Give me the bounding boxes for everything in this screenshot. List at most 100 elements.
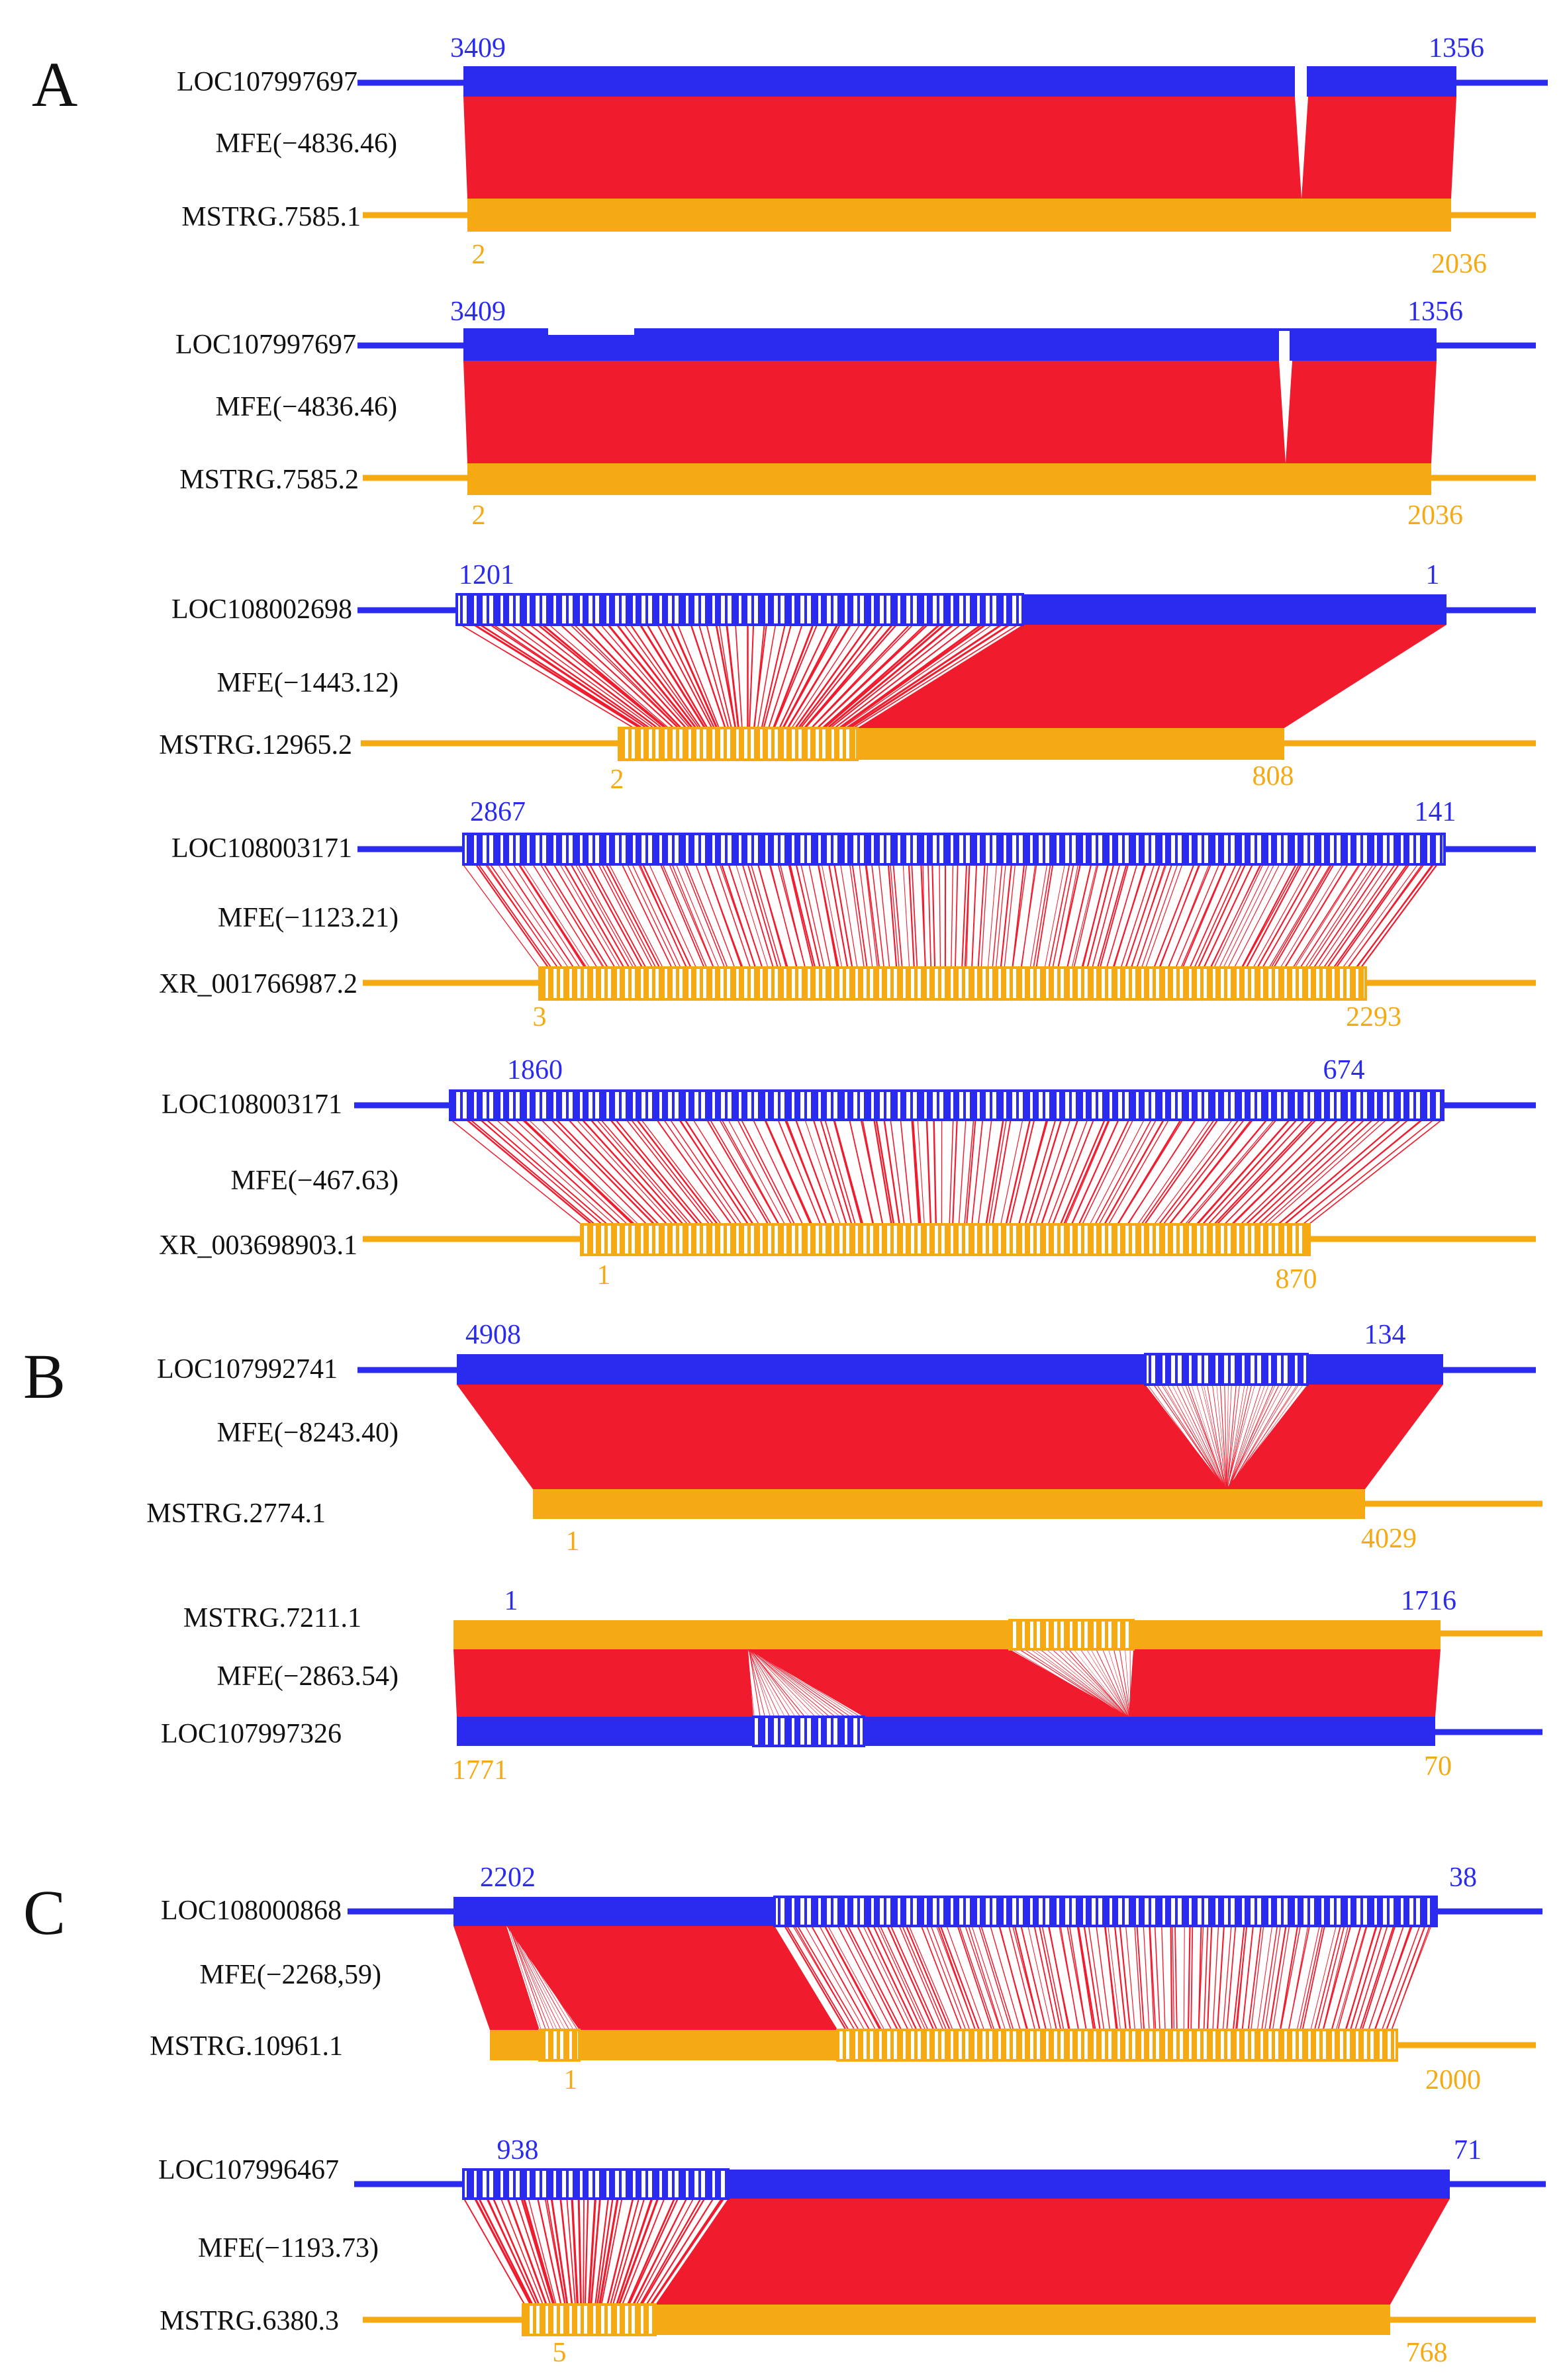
alignment-connector-line: [577, 864, 637, 968]
alignment-connector-line: [641, 2198, 706, 2305]
bottom-unaligned-block-right: [836, 2029, 1398, 2062]
alignment-connector-line: [1288, 1925, 1309, 2031]
alignment-connector-line: [1108, 1649, 1130, 1717]
alignment-connector-line: [800, 624, 884, 729]
alignment-connector-line: [1228, 1384, 1293, 1490]
alignment-connector-line: [575, 864, 634, 968]
alignment-connector-line: [1216, 1119, 1317, 1225]
alignment-connector-line: [1086, 864, 1115, 968]
alignment-connector-line: [1154, 1119, 1233, 1225]
alignment-connector-line: [1147, 1384, 1225, 1490]
top-transcript-name: LOC107997697: [175, 330, 356, 360]
alignment-connector-line: [1361, 1925, 1396, 2031]
alignment-connector-line: [590, 1119, 684, 1225]
alignment-connector-line: [987, 864, 997, 968]
panel-label-a: A: [32, 49, 77, 120]
alignment-connector-line: [463, 2198, 526, 2305]
alignment-connector-line: [966, 864, 971, 968]
alignment-connector-line: [1063, 1119, 1110, 1225]
alignment-connector-line: [1077, 1925, 1096, 2031]
alignment-connector-line: [493, 624, 647, 729]
alignment-connector-line: [460, 624, 634, 729]
alignment-connector-line: [675, 864, 720, 968]
alignment-connector-line: [1317, 1925, 1345, 2031]
top-start-position: 2202: [480, 1862, 536, 1893]
alignment-connector-line: [559, 2198, 573, 2305]
alignment-connector-line: [475, 864, 549, 968]
alignment-connector-line: [726, 624, 739, 729]
alignment-connector-line: [1323, 864, 1396, 968]
alignment-connector-line: [971, 864, 978, 968]
alignment-connector-line: [1153, 864, 1195, 968]
alignment-connector-line: [544, 2198, 565, 2305]
alignment-connector-line: [935, 1925, 976, 2031]
alignment-a3: LOC108002698 MFE(−1443.12) MSTRG.12965.2…: [159, 560, 1536, 795]
alignment-connector-line: [782, 624, 841, 729]
alignment-connector-line: [584, 2198, 589, 2305]
alignment-connector-line: [589, 864, 647, 968]
alignment-connector-line: [773, 624, 818, 729]
alignment-connector-line: [510, 1925, 574, 2031]
alignment-connector-line: [710, 1119, 772, 1225]
alignment-connector-line: [1322, 1925, 1349, 2031]
alignment-connector-line: [1224, 1384, 1227, 1490]
alignment-connector-line: [1277, 1119, 1401, 1225]
alignment-connector-line: [511, 1925, 578, 2031]
alignment-connector-line: [639, 2198, 702, 2305]
alignment-lines: [507, 1925, 1432, 2031]
alignment-a1: LOC107997697 MFE(−4836.46) MSTRG.7585.1 …: [177, 33, 1548, 279]
alignment-connector-line: [1035, 1119, 1071, 1225]
alignment-connector-line: [955, 864, 959, 968]
alignment-connector-line: [1294, 864, 1361, 968]
alignment-connector-line: [706, 1119, 769, 1225]
alignment-connector-line: [828, 864, 849, 968]
alignment-connector-line: [1143, 1925, 1150, 2031]
mfe-label: MFE(−2863.54): [216, 1661, 399, 1692]
alignment-connector-line: [1237, 1925, 1247, 2031]
alignment-connector-line: [577, 2198, 583, 2305]
alignment-connector-line: [1168, 864, 1209, 968]
alignment-connector-line: [568, 1119, 668, 1225]
alignment-connector-line: [1104, 1925, 1118, 2031]
alignment-connector-line: [968, 1925, 1002, 2031]
alignment-connector-line: [931, 864, 936, 968]
alignment-connector-line: [749, 1649, 830, 1717]
alignment-connector-line: [639, 624, 706, 729]
alignment-connector-line: [1227, 1384, 1300, 1490]
alignment-connector-line: [631, 1119, 714, 1225]
alignment-connector-line: [1256, 1925, 1273, 2031]
alignment-connector-line: [837, 1925, 892, 2031]
alignment-connector-line: [890, 1925, 938, 2031]
alignment-connector-line: [519, 623, 659, 729]
bottom-unaligned-block: [752, 1716, 865, 1747]
alignment-connector-line: [728, 864, 763, 968]
alignment-connector-line: [747, 1649, 780, 1717]
alignment-connector-line: [977, 864, 986, 968]
alignment-connector-line: [1386, 1925, 1426, 2031]
alignment-connector-line: [988, 1119, 1007, 1225]
alignment-connector-line: [1227, 1384, 1284, 1490]
alignment-connector-line: [735, 864, 769, 968]
alignment-connector-line: [478, 864, 552, 968]
alignment-connector-line: [515, 1119, 628, 1225]
alignment-connector-line: [621, 864, 673, 968]
bottom-start-position: 2: [472, 500, 486, 531]
alignment-connector-line: [1322, 1925, 1352, 2031]
alignment-connector-line: [1178, 1119, 1268, 1225]
alignment-band-mid: [506, 1926, 837, 2030]
alignment-connector-line: [1292, 864, 1360, 968]
alignment-connector-line: [669, 864, 714, 968]
alignment-connector-line: [549, 624, 669, 729]
alignment-connector-line: [883, 1119, 900, 1225]
alignment-connector-line: [1302, 1925, 1325, 2031]
alignment-connector-line: [1258, 1119, 1373, 1225]
alignment-connector-line: [470, 1119, 596, 1225]
alignment-band: [463, 361, 1437, 463]
top-transcript-bar: [463, 66, 1456, 97]
alignment-connector-line: [748, 1649, 761, 1717]
alignment-connector-line: [1033, 1925, 1057, 2031]
top-end-position: 141: [1415, 797, 1456, 827]
alignment-connector-line: [529, 624, 663, 729]
bottom-transcript-name: XR_001766987.2: [159, 969, 357, 999]
alignment-connector-line: [1174, 1925, 1178, 2031]
